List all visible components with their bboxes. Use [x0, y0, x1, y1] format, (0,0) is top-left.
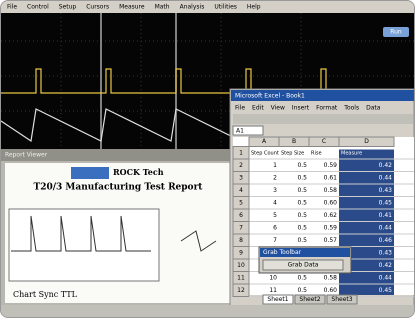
run-label: Run: [390, 29, 402, 36]
row-number: 8: [239, 237, 243, 244]
sheet-tab-label: Sheet1: [267, 296, 288, 303]
menu-item[interactable]: Math: [155, 4, 170, 11]
menu-item[interactable]: Help: [247, 4, 261, 11]
toolbar: [233, 114, 413, 124]
cell-header: Step Size: [281, 150, 304, 156]
excel-menu-item[interactable]: Insert: [292, 105, 310, 112]
excel-menu-item[interactable]: Edit: [252, 105, 264, 112]
logo-box: [71, 167, 109, 179]
column-label: D: [364, 138, 369, 145]
menu-item[interactable]: Measure: [119, 4, 145, 11]
cell: 0.5: [297, 187, 307, 194]
menu-item[interactable]: Setup: [59, 4, 77, 11]
cell: 0.60: [324, 287, 338, 294]
cell: 0.5: [297, 162, 307, 169]
cell: 0.5: [297, 287, 307, 294]
cell: 0.60: [324, 199, 338, 206]
screen: Run Report Viewer ROCK Tech T20/3 Manufa…: [1, 1, 414, 317]
row-number: 10: [237, 262, 245, 269]
cell: 11: [269, 287, 277, 294]
cell: 0.5: [297, 174, 307, 181]
row-number: 5: [239, 199, 243, 206]
cell: 10: [269, 274, 277, 281]
cell: 0.5: [297, 199, 307, 206]
report-footer: Chart Sync TTL: [13, 290, 78, 299]
report-heading: ROCK Tech: [113, 167, 164, 177]
popup-button-label: Grab Data: [288, 262, 319, 269]
menu-item[interactable]: Analysis: [180, 4, 205, 11]
cell: 0.58: [324, 274, 338, 281]
cell: 0.57: [324, 237, 338, 244]
cell: 0.43: [379, 249, 393, 256]
excel-title: Microsoft Excel - Book1: [235, 93, 305, 100]
cell-header: Rise: [311, 150, 322, 156]
cell: 0.5: [297, 237, 307, 244]
cell: 6: [273, 224, 277, 231]
sheet-tab-label: Sheet2: [299, 296, 320, 303]
cell: 0.61: [324, 174, 338, 181]
popup-title: Grab Toolbar: [263, 249, 302, 256]
cell: 1: [273, 162, 277, 169]
cell: 0.42: [379, 162, 393, 169]
row-number: 11: [237, 274, 245, 281]
cell: 0.45: [379, 199, 393, 206]
sheet-tab-label: Sheet3: [331, 296, 352, 303]
cell: 7: [273, 237, 277, 244]
row-number: 4: [239, 187, 243, 194]
cell-header: Step Count: [251, 150, 279, 156]
excel-menu-item[interactable]: View: [271, 105, 285, 112]
cell: 0.59: [324, 162, 338, 169]
status-bar: [1, 305, 414, 317]
cell: 0.58: [324, 187, 338, 194]
name-box-text: A1: [236, 128, 244, 135]
cell: 0.59: [324, 224, 338, 231]
cell: 0.41: [379, 212, 393, 219]
cell: 0.5: [297, 212, 307, 219]
menu-item[interactable]: Utilities: [214, 4, 237, 11]
excel-menu-item[interactable]: File: [235, 105, 245, 112]
report-title: T20/3 Manufacturing Test Report: [34, 183, 204, 193]
cell: 0.44: [379, 274, 393, 281]
menu-item[interactable]: Control: [27, 4, 49, 11]
row-number: 7: [239, 224, 243, 231]
row-number: 12: [237, 287, 245, 294]
cell: 2: [273, 174, 277, 181]
cell: 0.43: [379, 187, 393, 194]
cell: 0.5: [297, 274, 307, 281]
cell: 5: [273, 212, 277, 219]
column-label: C: [322, 138, 326, 145]
cell: 0.62: [324, 212, 338, 219]
cell: 0.44: [379, 224, 393, 231]
excel-menu-item[interactable]: Format: [316, 105, 338, 112]
screenshot: Run Report Viewer ROCK Tech T20/3 Manufa…: [0, 0, 415, 318]
cell: 0.5: [297, 224, 307, 231]
menu-item[interactable]: File: [7, 4, 17, 11]
excel-menu-item[interactable]: Tools: [343, 105, 359, 112]
cell: 3: [273, 187, 277, 194]
row-number: 9: [239, 249, 243, 256]
column-label: B: [292, 138, 296, 145]
cell: 4: [273, 199, 277, 206]
row-number: 2: [239, 162, 243, 169]
row-number: 6: [239, 212, 243, 219]
row-number: 1: [239, 149, 243, 156]
excel-menu-item[interactable]: Data: [366, 105, 381, 112]
cell: 0.44: [379, 174, 393, 181]
cell: 0.45: [379, 287, 393, 294]
cell-header: Measure: [341, 150, 362, 156]
report-window-title: Report Viewer: [5, 152, 48, 159]
cell: 0.42: [379, 262, 393, 269]
menu-item[interactable]: Cursors: [86, 4, 109, 11]
cell: 0.46: [379, 237, 393, 244]
row-number: 3: [239, 174, 243, 181]
